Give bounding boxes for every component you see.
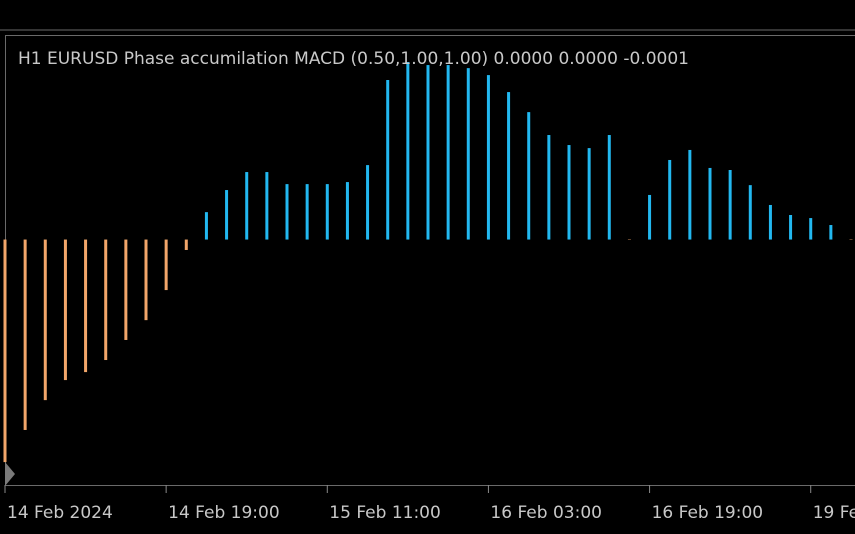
histogram-bar	[466, 68, 470, 240]
histogram-bar	[84, 239, 88, 373]
x-tick-label: 16 Feb 03:00	[490, 503, 602, 523]
histogram-bar	[527, 112, 531, 240]
x-tick-label: 14 Feb 19:00	[168, 503, 280, 523]
x-tick-label: 14 Feb 2024	[7, 503, 113, 523]
histogram-bar	[728, 170, 732, 240]
histogram-bar	[406, 62, 410, 240]
histogram-bar	[204, 212, 208, 240]
histogram-bar	[829, 225, 833, 240]
histogram-bar	[144, 239, 148, 321]
histogram-bar	[446, 65, 450, 240]
histogram-bar	[547, 135, 551, 240]
histogram-bar	[708, 167, 712, 240]
histogram-bar	[184, 239, 188, 250]
histogram-bar	[648, 194, 652, 240]
histogram-bar	[486, 75, 490, 240]
histogram-bar	[164, 239, 168, 291]
histogram-bar	[3, 239, 7, 463]
histogram-bar	[809, 218, 813, 240]
histogram-bar	[325, 184, 329, 240]
histogram-bar	[748, 185, 752, 240]
histogram-bar	[104, 239, 108, 361]
histogram-bar	[345, 182, 349, 240]
histogram-bar	[668, 159, 672, 240]
histogram-bar	[587, 148, 591, 240]
histogram-bar	[305, 184, 309, 240]
histogram-bar	[507, 92, 511, 240]
histogram-bar	[124, 239, 128, 340]
histogram-bar	[63, 239, 67, 381]
x-tick-label: 15 Feb 11:00	[329, 503, 441, 523]
histogram-bar	[245, 172, 249, 240]
x-tick-label: 19 Feb 11:00	[813, 503, 855, 523]
histogram-bar	[366, 165, 370, 240]
histogram-bar	[23, 239, 27, 430]
histogram-bar	[567, 145, 571, 240]
pane-frame	[5, 35, 855, 486]
histogram-bar	[265, 172, 269, 240]
histogram-bar	[607, 135, 611, 240]
corner-marker	[5, 462, 15, 486]
histogram-bar	[768, 204, 772, 240]
histogram-bar	[426, 65, 430, 240]
histogram-bar	[225, 190, 229, 240]
histogram-bar	[285, 184, 289, 240]
plot-area	[3, 62, 853, 463]
histogram-bar	[688, 149, 692, 240]
histogram-bar	[386, 80, 390, 240]
histogram-bar	[789, 215, 793, 240]
indicator-title: H1 EURUSD Phase accumilation MACD (0.50,…	[18, 49, 689, 69]
x-tick-label: 16 Feb 19:00	[652, 503, 764, 523]
histogram-bar	[43, 239, 47, 401]
